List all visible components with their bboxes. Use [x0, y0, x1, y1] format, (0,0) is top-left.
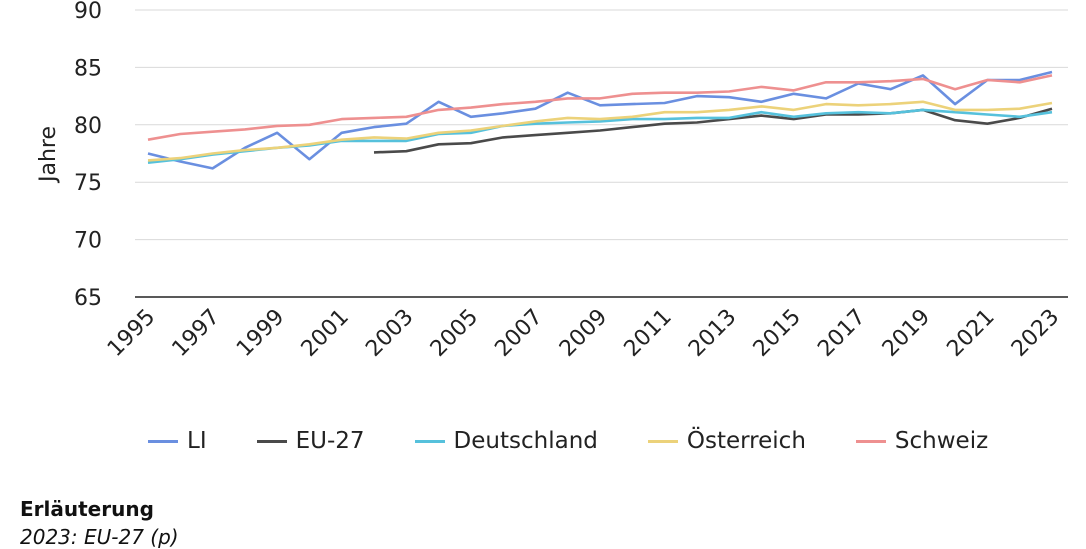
legend: LI EU-27 Deutschland Österreich Schweiz	[148, 428, 1038, 454]
x-tick-label: 2007	[490, 305, 547, 362]
legend-item: EU-27	[256, 428, 365, 454]
y-tick-label: 65	[74, 286, 102, 311]
x-tick-label: 2003	[361, 305, 418, 362]
legend-item: Schweiz	[855, 428, 989, 454]
series-line-li	[147, 70, 1053, 170]
legend-label: Schweiz	[894, 428, 989, 454]
legend-swatch	[148, 439, 178, 443]
x-tick-labels: 1995 1997 1999 2001 2003 2005 2007 2009 2011 2013…	[103, 305, 1064, 362]
x-tick-label: 2023	[1007, 305, 1064, 362]
legend-swatch	[414, 439, 445, 443]
legend-item: Österreich	[647, 428, 806, 454]
legend-label: Österreich	[686, 428, 806, 454]
note-title: Erläuterung	[20, 497, 154, 521]
x-tick-label: 2011	[620, 305, 677, 362]
y-tick-label: 90	[74, 0, 102, 24]
series-line-eu-27	[373, 107, 1053, 154]
x-tick-label: 1999	[232, 305, 289, 362]
explanation-note: Erläuterung 2023: EU-27 (p)	[20, 497, 179, 549]
x-tick-label: 2009	[555, 305, 612, 362]
gridlines	[135, 9, 1068, 298]
x-tick-label: 2021	[942, 305, 999, 362]
y-tick-label: 80	[74, 114, 102, 139]
x-tick-label: 2015	[749, 305, 806, 362]
x-tick-label: 2001	[297, 305, 354, 362]
legend-label: Deutschland	[453, 428, 598, 454]
legend-label: EU-27	[295, 428, 365, 454]
x-tick-label: 2005	[426, 305, 483, 362]
series-line-schweiz	[147, 74, 1053, 141]
x-tick-label: 1997	[168, 305, 225, 362]
y-tick-label: 85	[74, 56, 102, 81]
note-text: 2023: EU-27 (p)	[20, 525, 179, 549]
legend-item: Deutschland	[414, 428, 598, 454]
x-tick-label: 2017	[813, 305, 870, 362]
legend-item: LI	[148, 428, 207, 454]
legend-label: LI	[187, 428, 207, 454]
y-tick-label: 70	[74, 229, 102, 254]
x-tick-label: 2019	[878, 305, 935, 362]
legend-swatch	[256, 439, 287, 443]
y-tick-labels: 65 70 75 80 85 90	[74, 0, 102, 311]
y-tick-label: 75	[74, 171, 102, 196]
legend-swatch	[647, 439, 678, 443]
series-line-österreich	[147, 100, 1053, 162]
x-tick-label: 1995	[103, 305, 160, 362]
series-lines	[147, 70, 1053, 170]
y-axis-title: Jahre	[36, 126, 61, 184]
legend-swatch	[855, 439, 886, 443]
x-tick-label: 2013	[684, 305, 741, 362]
